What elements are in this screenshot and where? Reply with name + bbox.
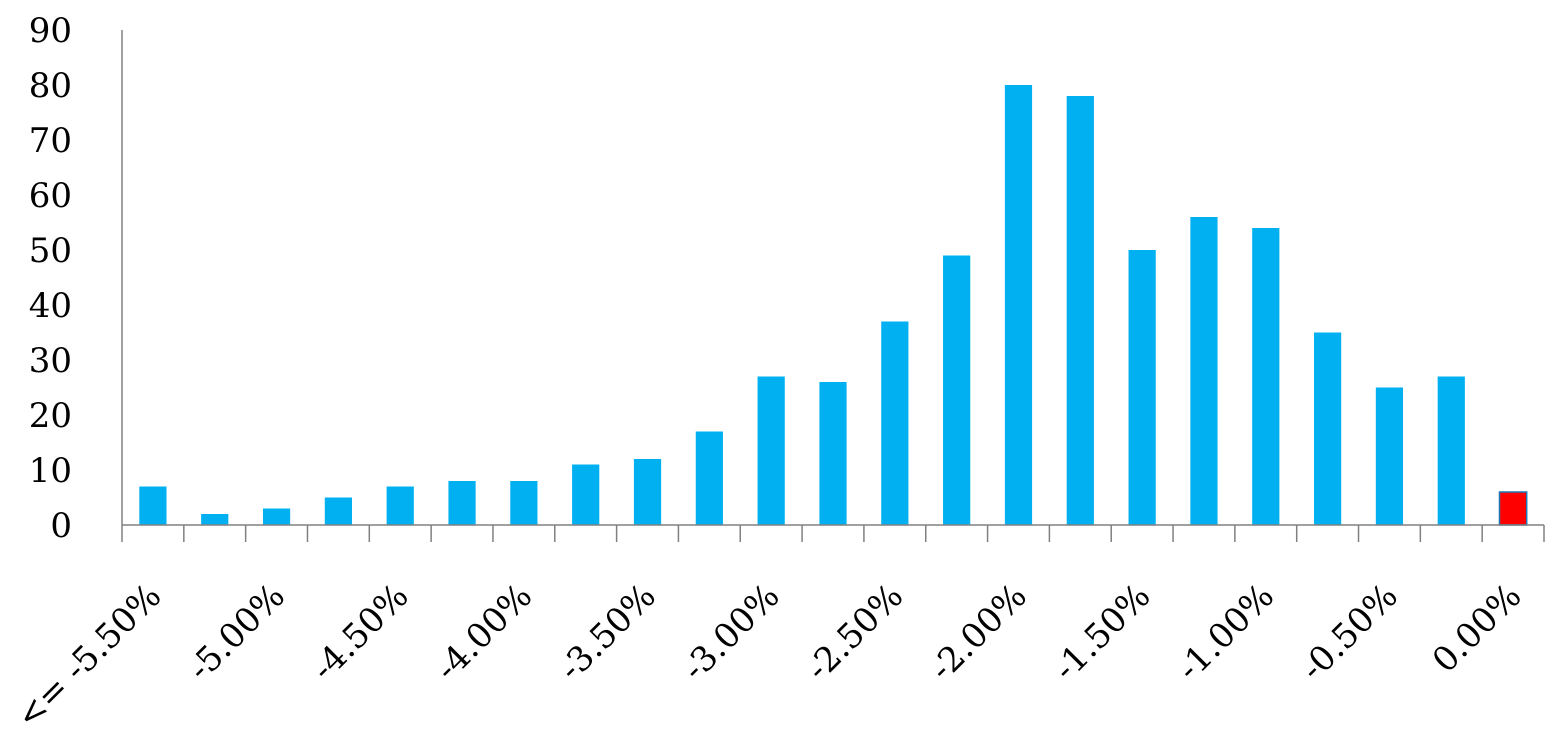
y-tick-label: 0 [50,506,72,546]
bar [1066,96,1094,525]
bar [262,508,291,525]
y-tick-label: 60 [29,176,72,216]
bar [139,486,167,525]
bar [1437,376,1465,525]
bar [633,459,662,525]
x-axis-ticks [121,525,1545,542]
x-tick-label: 0.00% [1425,576,1530,681]
y-tick-label: 10 [29,451,72,491]
y-tick-label: 20 [29,396,72,436]
x-tick-label: -1.50% [1046,576,1159,689]
x-tick-label: -4.00% [427,576,540,689]
bar-highlighted [1498,491,1528,526]
x-tick-label: -2.50% [798,576,911,689]
x-tick-label: -0.50% [1293,576,1406,689]
x-tick-label: <= -5.50% [9,576,170,737]
bar [324,497,352,525]
bar [1128,250,1156,525]
bar [757,376,785,525]
x-tick-label: -5.00% [180,576,293,689]
y-tick-label: 70 [29,121,72,161]
bar [1004,85,1033,525]
bar [1190,217,1218,525]
y-axis-tick-labels: 0 10 20 30 40 50 60 70 80 90 [29,11,72,546]
y-tick-label: 40 [29,286,72,326]
y-tick-label: 90 [29,11,72,51]
bar [819,382,847,525]
y-tick-label: 30 [29,341,72,381]
bar [510,481,538,525]
bar [201,514,229,525]
y-tick-label: 50 [29,231,72,271]
bar [1252,228,1280,525]
bar [1314,332,1342,525]
x-tick-label: -2.00% [922,576,1035,689]
x-tick-label: -4.50% [304,576,417,689]
bar [881,321,909,525]
bars [139,85,1528,526]
bar [386,486,414,525]
bar [1375,387,1404,525]
x-axis-tick-labels: <= -5.50% -5.00% -4.50% -4.00% -3.50% -3.00% -… [9,576,1530,737]
bar [695,431,723,525]
bar [572,464,600,525]
x-tick-label: -1.00% [1169,576,1282,689]
bar [943,255,971,525]
y-tick-label: 80 [29,66,72,106]
x-tick-label: -3.00% [675,576,788,689]
x-tick-label: -3.50% [551,576,664,689]
bar [448,481,476,525]
